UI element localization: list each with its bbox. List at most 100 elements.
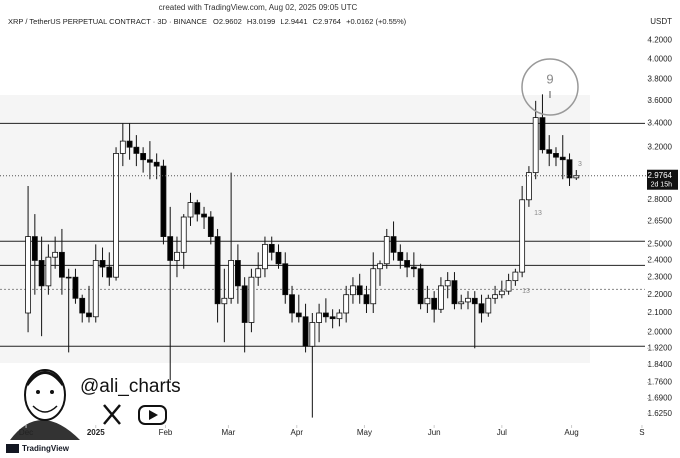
candle-body (356, 285, 363, 296)
x-tick-label: Jun (428, 428, 441, 437)
candle-body (248, 276, 255, 323)
candle-body (526, 172, 532, 201)
candle-body (45, 256, 52, 287)
candle-body (431, 297, 438, 310)
candle-body (302, 316, 309, 347)
candle-body (390, 236, 397, 253)
candle-body (498, 290, 505, 296)
td-count: 9 (546, 71, 553, 86)
candle-body (201, 213, 207, 218)
candle-body (505, 280, 512, 292)
candle-body (485, 297, 492, 314)
candle-body (180, 216, 187, 253)
y-tick-label: 3.2000 (648, 142, 673, 151)
candle-body (444, 280, 451, 287)
youtube-icon (138, 405, 167, 425)
candle-body (140, 153, 147, 161)
last-price-label: 2.9764 (648, 171, 673, 180)
x-tick-label: Jul (497, 428, 507, 437)
candle-body (458, 301, 465, 305)
candle-body (282, 263, 289, 296)
candle-body (424, 297, 431, 305)
y-tick-label: 4.0000 (648, 54, 673, 63)
candle-body (451, 280, 458, 305)
candle-body (566, 159, 573, 179)
y-tick-label: 3.8000 (648, 75, 673, 84)
y-tick-label: 1.7600 (648, 378, 673, 387)
candle-body (113, 153, 119, 278)
highlight-circle (521, 58, 579, 116)
y-tick-label: 1.6250 (648, 409, 673, 418)
footer-logo (6, 444, 19, 453)
y-tick-label: 2.3000 (648, 272, 673, 281)
candle-body (31, 236, 38, 261)
candle-body (167, 236, 174, 261)
candle-body (241, 285, 248, 323)
candle-body (559, 156, 566, 161)
candle-body (329, 316, 336, 320)
candle-body (397, 251, 404, 261)
candle-body (519, 199, 526, 273)
footer-brand: TradingView (22, 444, 70, 453)
candle-body (221, 297, 228, 305)
candle-body (187, 202, 194, 218)
td-count: 13 (534, 210, 542, 217)
candle-body (52, 251, 59, 258)
symbol-header: XRP / TetherUS PERPETUAL CONTRACT · 3D ·… (8, 17, 407, 26)
candle-body (65, 276, 72, 279)
ohlc-value: 2.9441 (285, 17, 308, 26)
candle-body (289, 294, 295, 314)
candle-body (343, 294, 350, 314)
candle-body (72, 276, 79, 299)
candle-body (350, 285, 356, 296)
candle-body (234, 260, 241, 287)
td-count: 3 (578, 161, 582, 168)
x-tick-label: Mar (222, 428, 236, 437)
y-tick-label: 2.4000 (648, 256, 673, 265)
y-tick-label: 1.6900 (648, 394, 673, 403)
candle-body (417, 268, 424, 305)
y-tick-label: 3.4000 (648, 118, 673, 127)
candle-body (194, 202, 201, 215)
candle-body (255, 268, 262, 278)
y-tick-label: 3.6000 (648, 96, 673, 105)
candle-body (86, 312, 92, 318)
candle-body (316, 312, 323, 323)
candle-body (146, 159, 153, 163)
candle-body (539, 117, 546, 151)
candle-body (99, 260, 106, 268)
candle-body (465, 297, 471, 303)
candle-body (512, 271, 519, 282)
candle-body (268, 243, 275, 253)
x-tick-label: Feb (159, 428, 173, 437)
ohlc-value: 2.9602 (219, 17, 242, 26)
candle-body (492, 294, 498, 299)
y-tick-label: 4.2000 (648, 35, 673, 44)
candle-body (478, 303, 485, 314)
candle-body (133, 146, 140, 154)
ohlc-label: C (313, 17, 319, 26)
candle-body (174, 251, 180, 261)
candle-body (553, 153, 559, 158)
candle-body (309, 322, 316, 347)
change: +0.0162 (+0.55%) (346, 17, 407, 26)
candle-body (404, 260, 410, 268)
candle-body (438, 285, 444, 310)
ohlc-value: 2.9764 (318, 17, 341, 26)
candle-body (295, 312, 302, 318)
created-with: created with TradingView.com, Aug 02, 20… (159, 3, 358, 12)
plot-area (0, 94, 645, 418)
y-tick-label: 2.8000 (648, 195, 673, 204)
y-tick-label: 2.2000 (648, 290, 673, 299)
candle-body (79, 297, 86, 314)
author-avatar (10, 369, 80, 440)
candle-body (59, 251, 65, 278)
candle-body (410, 266, 417, 270)
ohlc-label: H (247, 17, 252, 26)
x-tick-label: S (639, 428, 644, 437)
candle-body (377, 263, 383, 270)
candle-body (363, 294, 370, 305)
ohlc-value: 3.0199 (252, 17, 275, 26)
